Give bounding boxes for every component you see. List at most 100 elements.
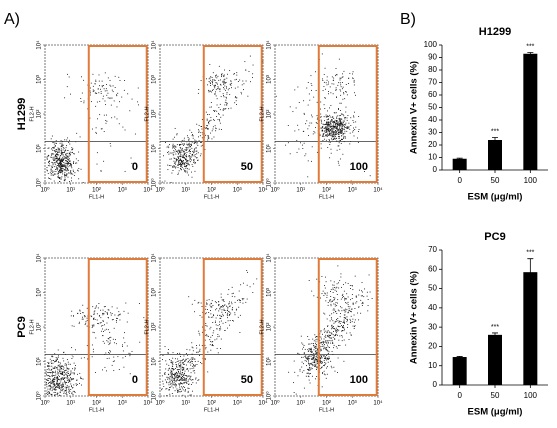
event-dot: [234, 312, 236, 314]
event-dot: [330, 148, 332, 150]
event-dot: [94, 307, 96, 309]
event-dot: [176, 159, 178, 161]
event-dot: [189, 362, 191, 364]
event-dot: [323, 133, 325, 134]
event-dot: [209, 304, 211, 306]
event-dot: [191, 390, 193, 392]
event-dot: [67, 150, 69, 151]
event-dot: [117, 356, 119, 358]
event-dot: [175, 158, 177, 160]
event-dot: [56, 393, 58, 395]
event-dot: [222, 315, 224, 317]
event-dot: [193, 142, 195, 144]
event-dot: [100, 317, 102, 319]
event-dot: [314, 366, 316, 368]
event-dot: [226, 77, 228, 79]
event-dot: [111, 117, 113, 119]
event-dot: [61, 144, 63, 146]
event-dot: [328, 123, 330, 125]
event-dot: [59, 366, 61, 368]
event-dot: [343, 92, 345, 94]
event-dot: [61, 150, 62, 152]
event-dot: [353, 314, 355, 316]
event-dot: [59, 171, 61, 173]
event-dot: [207, 129, 209, 130]
event-dot: [338, 137, 340, 139]
event-dot: [189, 129, 191, 131]
event-dot: [345, 127, 347, 128]
event-dot: [180, 378, 182, 380]
event-dot: [171, 362, 173, 364]
event-dot: [228, 108, 230, 110]
y-tick-label: 10³: [37, 75, 43, 84]
event-dot: [177, 376, 179, 378]
event-dot: [189, 157, 191, 159]
event-dot: [307, 160, 309, 162]
event-dot: [330, 301, 332, 303]
event-dot: [95, 131, 97, 133]
event-dot: [184, 389, 186, 391]
event-dot: [57, 361, 59, 363]
event-dot: [323, 358, 325, 359]
event-dot: [189, 148, 191, 150]
dose-label: 50: [241, 161, 253, 173]
event-dot: [222, 81, 224, 83]
event-dot: [218, 65, 220, 67]
event-dot: [302, 343, 304, 345]
event-dot: [176, 379, 178, 380]
event-dot: [51, 365, 53, 367]
event-dot: [355, 94, 356, 96]
event-dot: [185, 359, 187, 361]
event-dot: [335, 125, 337, 127]
event-dot: [84, 315, 86, 317]
event-dot: [66, 152, 68, 154]
x-tick-label: 10⁴: [143, 187, 153, 194]
y-tick-label: 10³: [267, 288, 273, 297]
event-dot: [50, 382, 52, 384]
event-dot: [186, 172, 188, 174]
event-dot: [55, 149, 57, 151]
event-dot: [312, 361, 314, 363]
event-dot: [180, 149, 182, 151]
event-dot: [233, 73, 235, 75]
event-dot: [344, 125, 345, 127]
event-dot: [109, 97, 111, 99]
event-dot: [351, 308, 353, 310]
event-dot: [177, 353, 178, 354]
event-dot: [171, 382, 173, 384]
event-dot: [106, 90, 108, 92]
event-dot: [55, 161, 57, 162]
event-dot: [52, 382, 54, 384]
event-dot: [353, 328, 355, 329]
event-dot: [176, 360, 178, 362]
event-dot: [116, 94, 117, 96]
event-dot: [252, 77, 253, 79]
event-dot: [187, 143, 189, 145]
x-tick-label: 10⁰: [270, 400, 280, 407]
event-dot: [179, 168, 181, 169]
event-dot: [73, 325, 75, 327]
event-dot: [55, 155, 57, 157]
dose-label: 0: [132, 374, 138, 386]
event-dot: [171, 376, 173, 378]
event-dot: [311, 375, 313, 377]
event-dot: [352, 303, 354, 305]
event-dot: [333, 136, 335, 138]
event-dot: [170, 158, 172, 160]
event-dot: [247, 95, 249, 97]
event-dot: [341, 88, 343, 90]
y-axis-label: FL2-H: [29, 319, 35, 334]
event-dot: [332, 289, 334, 290]
event-dot: [171, 361, 173, 363]
event-dot: [62, 366, 64, 368]
event-dot: [181, 160, 183, 162]
event-dot: [338, 329, 340, 331]
event-dot: [60, 366, 62, 368]
event-dot: [100, 322, 102, 324]
event-dot: [330, 134, 332, 136]
event-dot: [68, 387, 70, 389]
event-dot: [333, 366, 335, 368]
event-dot: [333, 299, 335, 301]
x-tick-label: 10⁰: [155, 400, 165, 407]
event-dot: [64, 174, 66, 176]
